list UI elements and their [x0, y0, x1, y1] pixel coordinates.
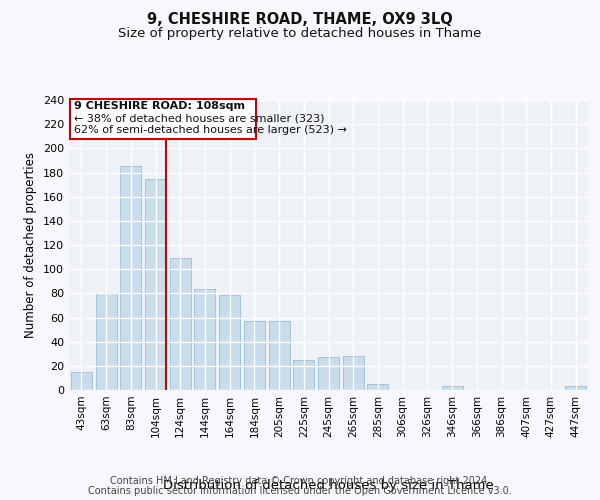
Bar — [244, 321, 265, 390]
Text: 9, CHESHIRE ROAD, THAME, OX9 3LQ: 9, CHESHIRE ROAD, THAME, OX9 3LQ — [147, 12, 453, 28]
Bar — [95, 294, 116, 390]
Bar — [120, 166, 141, 390]
Y-axis label: Number of detached properties: Number of detached properties — [25, 152, 37, 338]
Bar — [194, 288, 215, 390]
Text: Contains public sector information licensed under the Open Government Licence v3: Contains public sector information licen… — [88, 486, 512, 496]
Text: 9 CHESHIRE ROAD: 108sqm: 9 CHESHIRE ROAD: 108sqm — [74, 101, 245, 111]
Bar — [170, 258, 191, 390]
Text: Size of property relative to detached houses in Thame: Size of property relative to detached ho… — [118, 28, 482, 40]
Bar — [343, 356, 364, 390]
Bar — [318, 358, 339, 390]
Bar — [269, 321, 290, 390]
Text: ← 38% of detached houses are smaller (323): ← 38% of detached houses are smaller (32… — [74, 114, 325, 124]
Bar — [293, 360, 314, 390]
Bar — [565, 386, 586, 390]
FancyBboxPatch shape — [70, 99, 256, 138]
Text: Contains HM Land Registry data © Crown copyright and database right 2024.: Contains HM Land Registry data © Crown c… — [110, 476, 490, 486]
Bar — [367, 384, 388, 390]
Text: 62% of semi-detached houses are larger (523) →: 62% of semi-detached houses are larger (… — [74, 126, 347, 136]
X-axis label: Distribution of detached houses by size in Thame: Distribution of detached houses by size … — [163, 478, 494, 492]
Bar — [219, 294, 240, 390]
Bar — [71, 372, 92, 390]
Bar — [145, 178, 166, 390]
Bar — [442, 386, 463, 390]
